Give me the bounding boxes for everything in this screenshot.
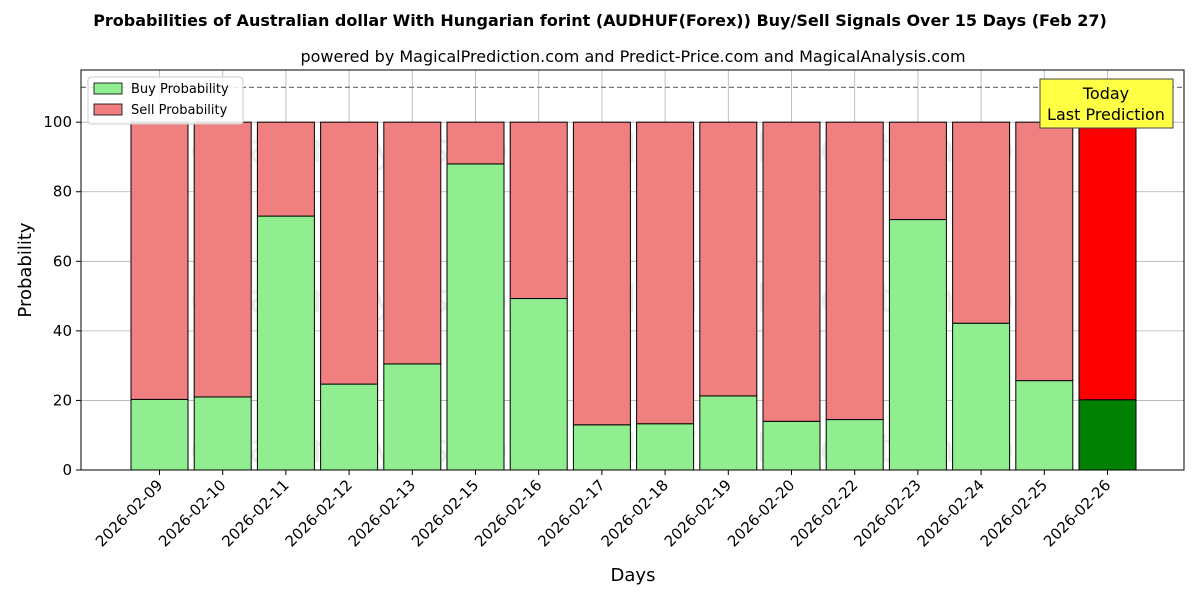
today-annotation-line1: Today xyxy=(1082,84,1129,103)
bar-buy-2026-02-24 xyxy=(952,322,1011,471)
bar-buy-2026-02-23 xyxy=(888,219,947,471)
x-tick-label: 2026-02-22 xyxy=(787,476,861,550)
y-tick-label: 0 xyxy=(62,461,72,479)
bar-buy-2026-02-15 xyxy=(446,163,505,471)
y-tick-label: 40 xyxy=(53,322,72,340)
x-tick-label: 2026-02-10 xyxy=(155,476,229,550)
bar-sell-2026-02-18 xyxy=(636,121,695,425)
bar-buy-2026-02-20 xyxy=(762,420,821,471)
x-tick-label: 2026-02-23 xyxy=(850,476,924,550)
y-tick-label: 80 xyxy=(53,183,72,201)
bar-buy-2026-02-09 xyxy=(130,398,189,471)
bar-sell-2026-02-09 xyxy=(130,121,189,400)
x-tick-label: 2026-02-20 xyxy=(724,476,798,550)
bar-sell-2026-02-19 xyxy=(699,121,758,397)
bar-sell-2026-02-20 xyxy=(762,121,821,422)
x-tick-label: 2026-02-26 xyxy=(1040,476,1114,550)
legend-buy-label: Buy Probability xyxy=(131,82,229,97)
x-tick-label: 2026-02-15 xyxy=(408,476,482,550)
bar-buy-2026-02-17 xyxy=(572,424,631,471)
chart-subtitle: powered by MagicalPrediction.com and Pre… xyxy=(300,47,965,66)
bar-sell-2026-02-16 xyxy=(509,121,568,300)
bar-buy-2026-02-13 xyxy=(383,363,442,471)
bar-sell-2026-02-11 xyxy=(256,121,315,217)
x-tick-label: 2026-02-13 xyxy=(345,476,419,550)
x-axis-label: Days xyxy=(611,565,656,586)
x-tick-label: 2026-02-17 xyxy=(534,476,608,550)
x-tick-label: 2026-02-11 xyxy=(218,476,292,550)
bar-sell-2026-02-15 xyxy=(446,121,505,165)
chart-title: Probabilities of Australian dollar With … xyxy=(93,11,1107,30)
bar-sell-2026-02-25 xyxy=(1015,121,1074,382)
bar-buy-2026-02-19 xyxy=(699,395,758,471)
bar-sell-2026-02-10 xyxy=(193,121,252,398)
x-tick-label: 2026-02-25 xyxy=(977,476,1051,550)
bar-sell-2026-02-23 xyxy=(888,121,947,221)
bar-buy-2026-02-26 xyxy=(1078,399,1137,471)
bar-layer xyxy=(130,121,1137,471)
x-tick-label: 2026-02-09 xyxy=(92,476,166,550)
bar-buy-2026-02-10 xyxy=(193,396,252,471)
legend-sell-swatch xyxy=(93,103,123,116)
y-tick-label: 100 xyxy=(43,113,72,131)
bar-buy-2026-02-11 xyxy=(256,215,315,471)
legend-buy-swatch xyxy=(93,82,123,95)
bar-sell-2026-02-17 xyxy=(572,121,631,426)
x-tick-label: 2026-02-16 xyxy=(471,476,545,550)
today-annotation: Today Last Prediction xyxy=(1039,78,1174,129)
x-tick-label: 2026-02-12 xyxy=(282,476,356,550)
x-tick-label: 2026-02-19 xyxy=(661,476,735,550)
today-annotation-line2: Last Prediction xyxy=(1047,105,1165,124)
legend-frame xyxy=(87,76,244,125)
bar-sell-2026-02-26 xyxy=(1078,121,1137,401)
bar-sell-2026-02-13 xyxy=(383,121,442,365)
plot-frame xyxy=(80,69,1185,471)
bar-sell-2026-02-22 xyxy=(825,121,884,421)
today-annotation-box xyxy=(1039,78,1174,129)
legend: Buy Probability Sell Probability xyxy=(87,76,244,125)
x-tick-label: 2026-02-18 xyxy=(598,476,672,550)
bar-sell-2026-02-12 xyxy=(320,121,379,385)
y-tick-label: 60 xyxy=(53,252,72,270)
bar-buy-2026-02-25 xyxy=(1015,380,1074,471)
y-tick-label: 20 xyxy=(53,391,72,409)
bar-buy-2026-02-16 xyxy=(509,298,568,471)
bar-buy-2026-02-22 xyxy=(825,419,884,471)
bar-buy-2026-02-18 xyxy=(636,423,695,471)
y-tick-layer: 0 20 40 60 80 100 xyxy=(43,113,81,479)
x-tick-layer: 2026-02-092026-02-102026-02-112026-02-12… xyxy=(92,470,1114,550)
bar-buy-2026-02-12 xyxy=(320,383,379,471)
bar-sell-2026-02-24 xyxy=(952,121,1011,324)
x-tick-label: 2026-02-24 xyxy=(914,476,988,550)
legend-sell-label: Sell Probability xyxy=(131,103,228,118)
y-axis-label: Probability xyxy=(15,222,36,317)
